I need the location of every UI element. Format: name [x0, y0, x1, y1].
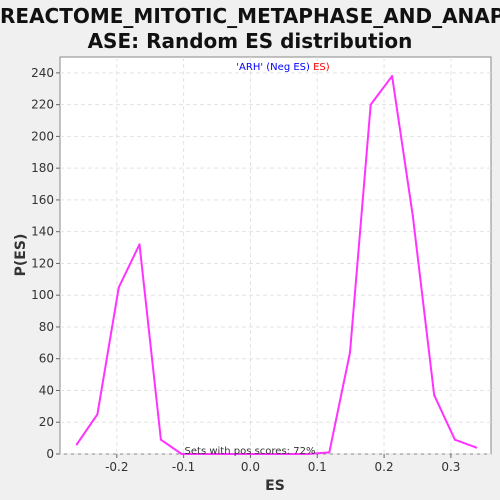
data-point — [117, 286, 120, 289]
y-axis-label: P(ES) — [13, 234, 29, 277]
y-tick-label: 100 — [31, 288, 54, 302]
data-point — [201, 453, 204, 455]
y-tick-label: 120 — [31, 256, 54, 270]
y-tick-label: 240 — [31, 66, 54, 80]
data-point — [75, 443, 78, 446]
y-tick-label: 140 — [31, 225, 54, 239]
chart-title-line-2: ASE: Random ES distribution — [87, 29, 413, 53]
legend: 'ARH' (Neg ES) ES) — [236, 62, 329, 73]
x-tick-label: -0.1 — [172, 460, 195, 474]
y-tick-label: 20 — [39, 415, 54, 429]
y-tick-label: 80 — [39, 320, 54, 334]
y-tick-label: 220 — [31, 98, 54, 112]
data-point — [306, 453, 309, 455]
x-axis-label: ES — [265, 478, 285, 494]
data-point — [222, 453, 225, 455]
legend-entry-neg-es: 'ARH' (Neg ES) — [236, 62, 310, 73]
y-tick-label: 200 — [31, 129, 54, 143]
x-tick-label: 0.3 — [441, 460, 460, 474]
x-tick-label: -0.2 — [105, 460, 128, 474]
y-tick-label: 160 — [31, 193, 54, 207]
data-point — [286, 453, 289, 455]
data-point — [391, 75, 394, 78]
data-point — [349, 351, 352, 354]
legend-entry-es: ES) — [313, 62, 330, 73]
y-axis-ticks: 0 20 40 60 80 100 120 140 160 180 200 220 240 — [31, 66, 60, 461]
y-tick-label: 0 — [46, 447, 54, 461]
annotation-pos-scores: Sets with pos scores: 72% — [185, 446, 316, 457]
x-tick-label: 0.0 — [241, 460, 260, 474]
x-axis-ticks: -0.2 -0.1 0.0 0.1 0.2 0.3 — [105, 454, 460, 474]
chart-title: REACTOME_MITOTIC_METAPHASE_AND_ANAPH ASE… — [0, 4, 500, 54]
data-point — [369, 103, 372, 106]
data-point — [138, 243, 141, 246]
data-point — [411, 214, 414, 217]
series-group — [75, 75, 478, 455]
y-tick-label: 60 — [39, 352, 54, 366]
series-line — [75, 75, 477, 455]
data-point — [475, 446, 478, 449]
y-tick-label: 40 — [39, 383, 54, 397]
data-point — [244, 453, 247, 455]
data-point — [453, 438, 456, 441]
x-tick-label: 0.2 — [375, 460, 394, 474]
data-point — [159, 438, 162, 441]
data-point — [433, 394, 436, 397]
data-point — [180, 453, 183, 455]
chart-title-line-1: REACTOME_MITOTIC_METAPHASE_AND_ANAPH — [0, 4, 500, 28]
data-point — [96, 413, 99, 416]
data-point — [328, 451, 331, 454]
data-point — [264, 453, 267, 455]
y-tick-label: 180 — [31, 161, 54, 175]
grid — [60, 57, 491, 455]
x-tick-label: 0.1 — [308, 460, 327, 474]
plot-area — [59, 56, 492, 455]
